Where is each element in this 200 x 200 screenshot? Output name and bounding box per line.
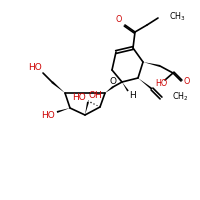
Text: H: H: [129, 90, 135, 99]
Text: CH$_3$: CH$_3$: [169, 11, 186, 23]
Text: HO: HO: [41, 110, 55, 119]
Text: O: O: [184, 77, 190, 86]
Polygon shape: [138, 78, 153, 90]
Text: HO: HO: [155, 79, 167, 88]
Text: O: O: [116, 16, 122, 24]
Polygon shape: [105, 86, 114, 93]
Polygon shape: [85, 102, 89, 115]
Text: O: O: [110, 77, 116, 86]
Polygon shape: [122, 82, 129, 91]
Text: OH: OH: [88, 92, 102, 100]
Text: CH$_2$: CH$_2$: [172, 91, 189, 103]
Polygon shape: [51, 81, 65, 93]
Polygon shape: [57, 108, 70, 113]
Text: HO: HO: [72, 94, 86, 102]
Polygon shape: [143, 62, 160, 67]
Text: HO: HO: [28, 64, 42, 72]
